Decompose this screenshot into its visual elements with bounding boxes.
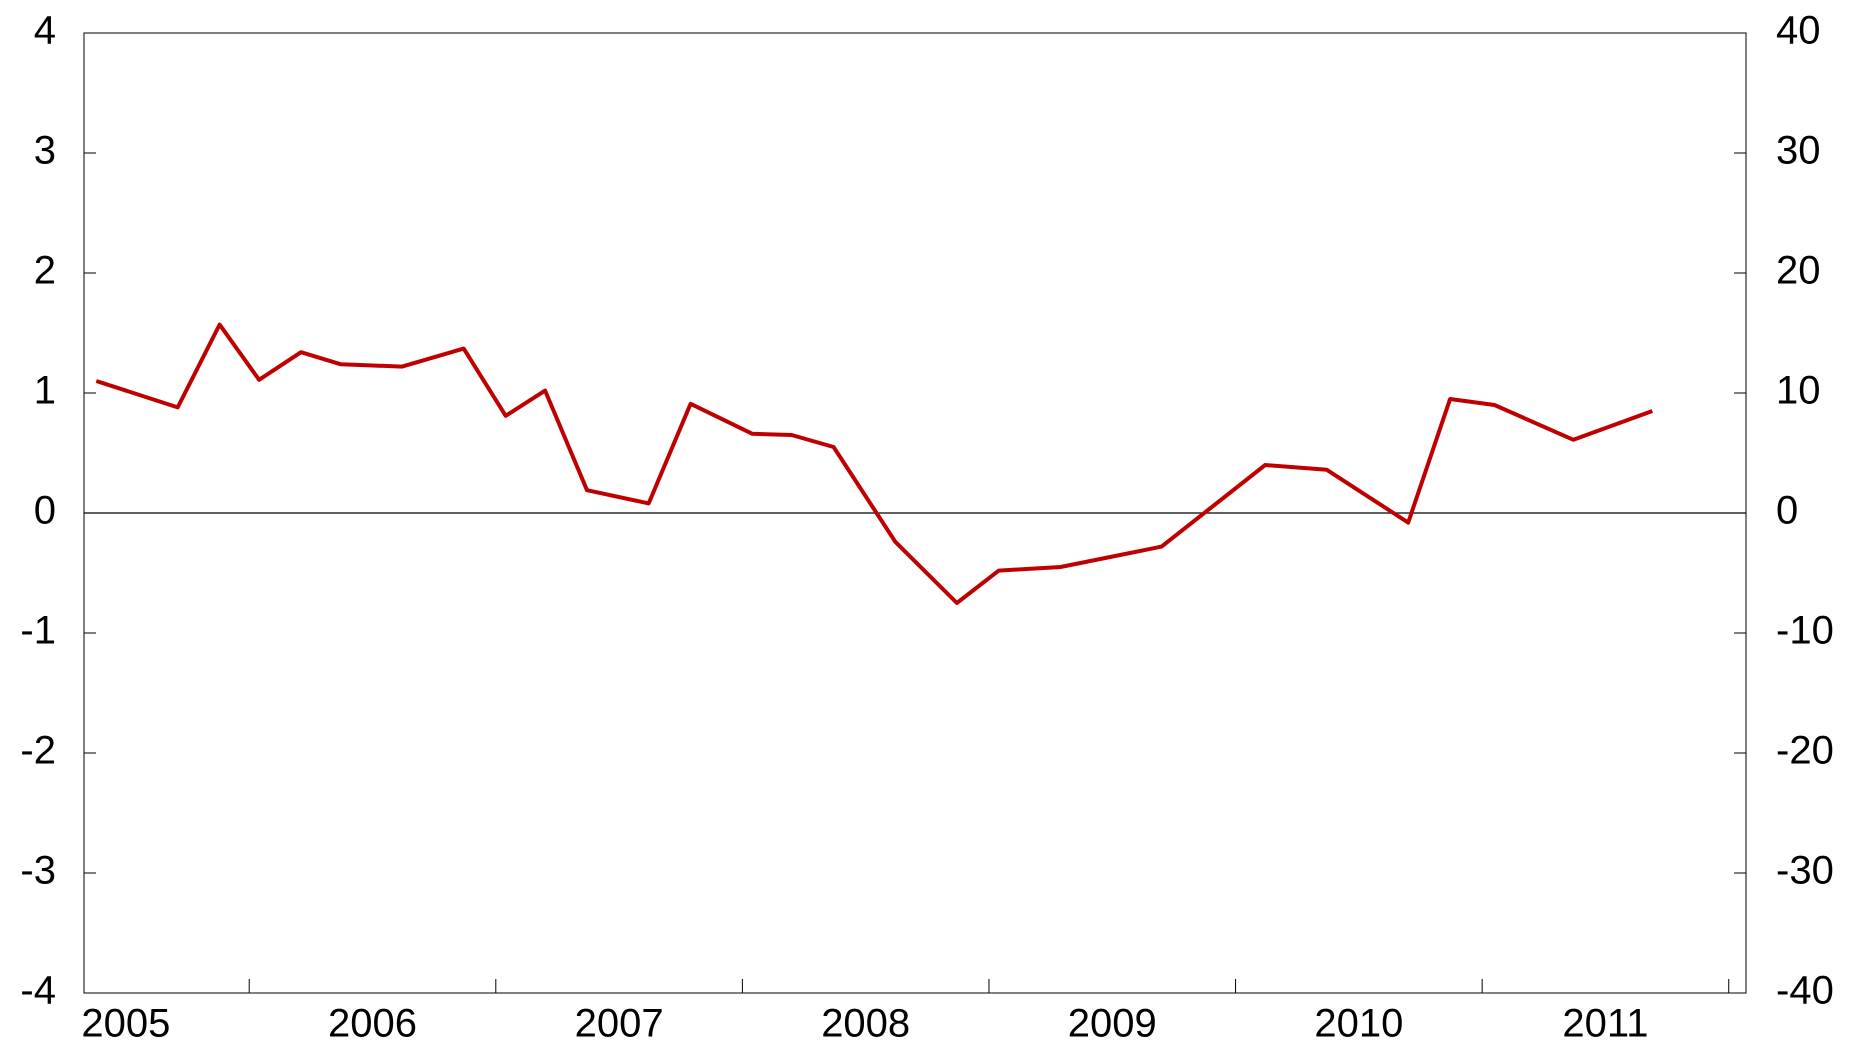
x-tick-label: 2010 bbox=[1314, 1002, 1403, 1046]
y2-tick-label: -30 bbox=[1776, 849, 1834, 893]
y-tick-label: 0 bbox=[34, 489, 56, 533]
data-line bbox=[95, 322, 1653, 605]
x-tick-label: 2006 bbox=[328, 1002, 417, 1046]
y2-tick-label: 20 bbox=[1776, 249, 1821, 293]
y2-tick-label: 0 bbox=[1776, 489, 1798, 533]
y2-tick-label: -20 bbox=[1776, 729, 1834, 773]
x-tick-label: 2009 bbox=[1068, 1002, 1157, 1046]
x-tick-label: 2007 bbox=[575, 1002, 664, 1046]
y-tick-label: 2 bbox=[34, 249, 56, 293]
y2-tick-label: -40 bbox=[1776, 969, 1834, 1013]
y2-tick-label: 10 bbox=[1776, 369, 1821, 413]
y-tick-label: -4 bbox=[20, 969, 56, 1013]
x-tick-label: 2011 bbox=[1562, 1002, 1648, 1046]
y-tick-label: 1 bbox=[34, 369, 56, 413]
y-tick-label: -2 bbox=[20, 729, 56, 773]
y2-tick-label: -10 bbox=[1776, 609, 1834, 653]
y2-tick-label: 30 bbox=[1776, 129, 1821, 173]
y-tick-label: 3 bbox=[34, 129, 56, 173]
y-tick-label: 4 bbox=[34, 9, 56, 53]
y-tick-label: -1 bbox=[20, 609, 56, 653]
y-tick-label: -3 bbox=[20, 849, 56, 893]
x-tick-label: 2005 bbox=[81, 1002, 170, 1046]
x-tick-label: 2008 bbox=[821, 1002, 910, 1046]
y2-tick-label: 40 bbox=[1776, 9, 1821, 53]
